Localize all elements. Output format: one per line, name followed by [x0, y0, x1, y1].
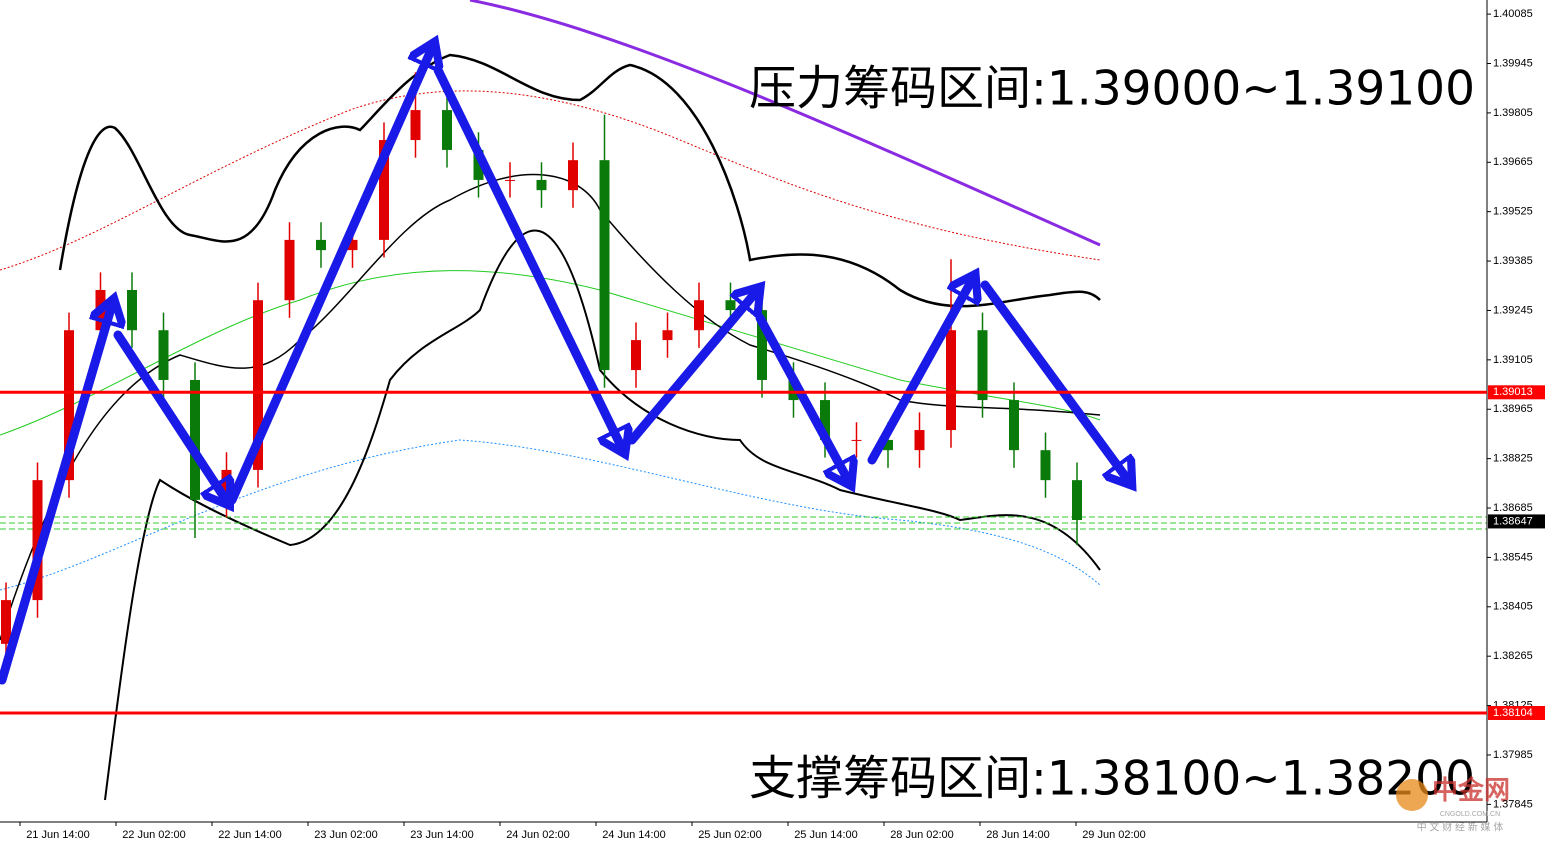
long-ma	[469, 0, 1101, 247]
y-tick-label: 1.39945	[1493, 57, 1533, 69]
candle-body	[505, 179, 515, 181]
logo-site: CNGOLD.COM.CN	[1440, 811, 1500, 818]
y-tick-label: 1.37845	[1493, 798, 1533, 810]
arrow	[227, 48, 432, 505]
logo-slogan: 中 文 财 经 新 媒 体	[1417, 821, 1504, 834]
logo-text: 中金网	[1432, 775, 1510, 805]
candle-body	[536, 179, 547, 191]
candle-body	[914, 430, 925, 451]
x-tick-label: 28 Jun 02:00	[890, 829, 954, 841]
bollinger-upper	[58, 53, 1101, 308]
x-tick-label: 28 Jun 14:00	[986, 829, 1050, 841]
candle-body	[851, 439, 862, 441]
candle-body	[1040, 450, 1051, 481]
y-tick-label: 1.38405	[1493, 601, 1533, 613]
x-tick-label: 25 Jun 14:00	[794, 829, 858, 841]
x-tick-label: 24 Jun 14:00	[602, 829, 666, 841]
candle-body	[599, 160, 610, 371]
trend-arrows	[0, 48, 1128, 685]
candle-body	[127, 289, 137, 331]
envelope-upper	[0, 90, 1101, 271]
candle-body	[347, 239, 358, 251]
y-tick-label: 1.39245	[1493, 304, 1533, 316]
arrow	[755, 313, 848, 480]
logo-icon	[1396, 779, 1428, 811]
candle-body	[820, 400, 830, 440]
candle-body	[32, 480, 43, 601]
candle-body	[725, 300, 736, 311]
level-tag	[1488, 705, 1545, 720]
candle-body	[284, 239, 295, 301]
arrow	[0, 305, 112, 685]
candle-body	[190, 379, 200, 500]
level-label: 1.38104	[1493, 707, 1533, 719]
y-tick-label: 1.38825	[1493, 453, 1533, 465]
candle-body	[1072, 480, 1082, 521]
x-tick-label: 23 Jun 14:00	[410, 829, 474, 841]
arrow	[113, 330, 226, 500]
candle-body	[253, 300, 263, 470]
candle-body	[1, 600, 11, 644]
y-tick-label: 1.39385	[1493, 255, 1533, 267]
price-tag	[1488, 514, 1545, 529]
candle-body	[64, 330, 74, 481]
level-tag	[1488, 385, 1545, 400]
candle-body	[316, 239, 326, 251]
y-tick-label: 1.38265	[1493, 650, 1533, 662]
arrow	[627, 292, 756, 445]
candle-body	[442, 110, 452, 150]
level-label: 1.39013	[1493, 386, 1533, 398]
arrow	[433, 65, 622, 448]
candle-body	[379, 140, 389, 240]
x-tick-label: 21 Jun 14:00	[26, 829, 90, 841]
x-tick-label: 29 Jun 02:00	[1082, 829, 1146, 841]
candle-body	[788, 379, 799, 401]
indicators	[0, 0, 1487, 801]
candle-body	[694, 300, 704, 331]
annotation: 压力筹码区间:1.39000~1.39100	[749, 62, 1475, 117]
y-tick-label: 1.40085	[1493, 8, 1533, 20]
candle-body	[158, 330, 169, 380]
y-tick-label: 1.38685	[1493, 502, 1533, 514]
y-tick-label: 1.38965	[1493, 403, 1533, 415]
x-tick-label: 24 Jun 02:00	[506, 829, 570, 841]
candle-body	[757, 310, 767, 380]
candle-body	[1009, 400, 1019, 451]
y-tick-label: 1.39525	[1493, 206, 1533, 218]
annotation: 支撑筹码区间:1.38100~1.38200	[749, 752, 1475, 807]
candle-body	[410, 110, 421, 141]
y-tick-label: 1.39105	[1493, 354, 1533, 366]
candle-body	[883, 439, 893, 451]
candle-body	[662, 330, 673, 341]
x-tick-label: 22 Jun 14:00	[218, 829, 282, 841]
arrow	[867, 280, 972, 465]
arrow	[980, 280, 1128, 480]
y-tick-label: 1.37985	[1493, 749, 1533, 761]
price-label: 1.38647	[1493, 515, 1533, 527]
y-tick-label: 1.39805	[1493, 107, 1533, 119]
x-tick-label: 22 Jun 02:00	[122, 829, 186, 841]
candle-body	[631, 340, 641, 371]
y-tick-label: 1.39665	[1493, 156, 1533, 168]
y-tick-label: 1.38545	[1493, 551, 1533, 563]
x-tick-label: 25 Jun 02:00	[698, 829, 762, 841]
envelope-lower	[0, 439, 1101, 591]
x-tick-label: 23 Jun 02:00	[314, 829, 378, 841]
candle-body	[568, 160, 578, 191]
bollinger-lower	[104, 229, 1101, 801]
candle-body	[946, 330, 956, 431]
candle-body	[473, 149, 484, 180]
candle-body	[977, 330, 988, 401]
watermark: 中金网 CNGOLD.COM.CN 中 文 财 经 新 媒 体	[1396, 775, 1510, 834]
